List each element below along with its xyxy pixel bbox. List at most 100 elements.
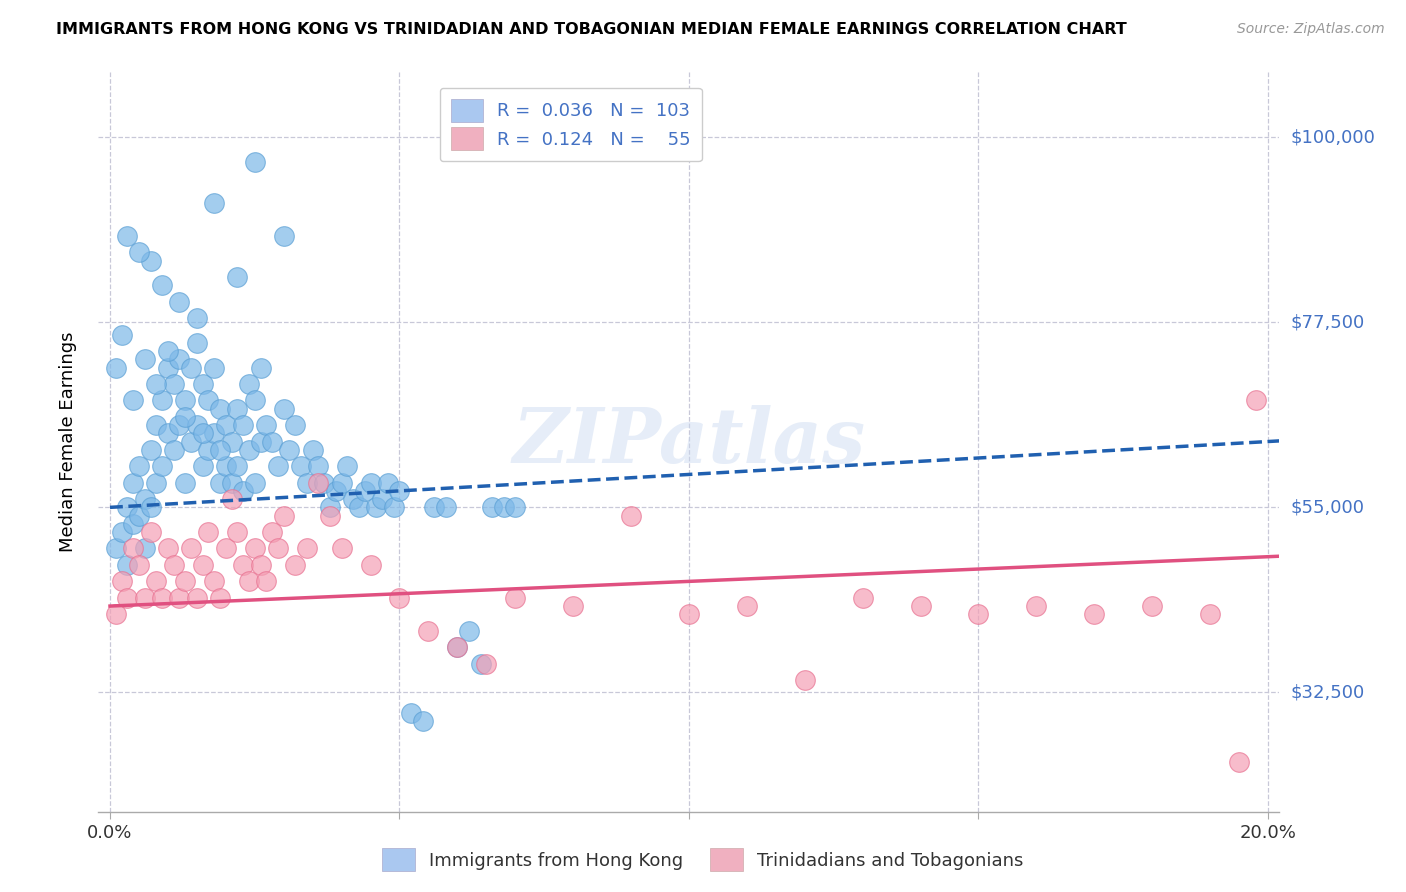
- Text: IMMIGRANTS FROM HONG KONG VS TRINIDADIAN AND TOBAGONIAN MEDIAN FEMALE EARNINGS C: IMMIGRANTS FROM HONG KONG VS TRINIDADIAN…: [56, 22, 1128, 37]
- Point: [221, 475, 243, 490]
- Point: [330, 541, 353, 556]
- Point: [180, 434, 202, 449]
- Point: [232, 483, 254, 498]
- Point: [110, 574, 132, 589]
- Point: [446, 640, 468, 655]
- Point: [169, 591, 191, 605]
- Point: [202, 574, 225, 589]
- Point: [145, 376, 167, 391]
- Point: [122, 516, 145, 531]
- Point: [128, 558, 150, 572]
- Point: [1199, 607, 1222, 622]
- Point: [174, 409, 197, 424]
- Point: [793, 673, 815, 687]
- Point: [1140, 599, 1163, 613]
- Point: [347, 500, 370, 515]
- Point: [503, 500, 526, 515]
- Point: [221, 434, 243, 449]
- Point: [377, 475, 399, 490]
- Point: [353, 483, 375, 498]
- Point: [295, 541, 318, 556]
- Point: [562, 599, 585, 613]
- Text: $100,000: $100,000: [1291, 128, 1375, 146]
- Point: [678, 607, 700, 622]
- Point: [145, 475, 167, 490]
- Y-axis label: Median Female Earnings: Median Female Earnings: [59, 331, 77, 552]
- Point: [150, 278, 173, 293]
- Point: [169, 418, 191, 433]
- Point: [735, 599, 758, 613]
- Point: [110, 524, 132, 539]
- Point: [458, 624, 481, 638]
- Point: [399, 706, 422, 720]
- Point: [307, 475, 329, 490]
- Point: [325, 483, 347, 498]
- Point: [278, 442, 301, 457]
- Point: [180, 360, 202, 375]
- Point: [238, 442, 260, 457]
- Point: [186, 418, 208, 433]
- Point: [186, 311, 208, 326]
- Point: [150, 459, 173, 474]
- Point: [371, 492, 394, 507]
- Text: ZIPatlas: ZIPatlas: [512, 405, 866, 478]
- Point: [1227, 756, 1250, 770]
- Point: [134, 492, 156, 507]
- Point: [156, 344, 179, 359]
- Point: [238, 376, 260, 391]
- Point: [191, 376, 214, 391]
- Point: [122, 393, 145, 408]
- Point: [117, 558, 139, 572]
- Point: [446, 640, 468, 655]
- Point: [215, 418, 238, 433]
- Point: [620, 508, 643, 523]
- Point: [418, 624, 440, 638]
- Point: [174, 393, 197, 408]
- Point: [150, 393, 173, 408]
- Point: [180, 541, 202, 556]
- Text: $77,500: $77,500: [1291, 313, 1365, 331]
- Point: [243, 541, 266, 556]
- Point: [342, 492, 364, 507]
- Point: [273, 228, 295, 243]
- Legend: R =  0.036   N =  103, R =  0.124   N =    55: R = 0.036 N = 103, R = 0.124 N = 55: [440, 87, 702, 161]
- Point: [434, 500, 457, 515]
- Point: [104, 541, 127, 556]
- Point: [254, 418, 277, 433]
- Point: [254, 574, 277, 589]
- Point: [366, 500, 388, 515]
- Point: [243, 154, 266, 169]
- Point: [267, 459, 290, 474]
- Point: [156, 360, 179, 375]
- Point: [307, 459, 329, 474]
- Point: [163, 558, 186, 572]
- Point: [122, 541, 145, 556]
- Point: [503, 591, 526, 605]
- Point: [197, 524, 219, 539]
- Point: [156, 541, 179, 556]
- Point: [128, 245, 150, 260]
- Point: [249, 434, 271, 449]
- Point: [319, 500, 342, 515]
- Point: [169, 352, 191, 367]
- Point: [202, 426, 225, 441]
- Point: [139, 253, 162, 268]
- Point: [128, 508, 150, 523]
- Point: [319, 508, 342, 523]
- Point: [145, 574, 167, 589]
- Point: [197, 442, 219, 457]
- Point: [174, 475, 197, 490]
- Point: [290, 459, 312, 474]
- Point: [388, 591, 411, 605]
- Point: [249, 558, 271, 572]
- Point: [191, 558, 214, 572]
- Point: [267, 541, 290, 556]
- Point: [221, 492, 243, 507]
- Text: Source: ZipAtlas.com: Source: ZipAtlas.com: [1237, 22, 1385, 37]
- Point: [284, 558, 307, 572]
- Point: [481, 500, 503, 515]
- Point: [208, 442, 231, 457]
- Point: [382, 500, 405, 515]
- Point: [284, 418, 307, 433]
- Point: [423, 500, 446, 515]
